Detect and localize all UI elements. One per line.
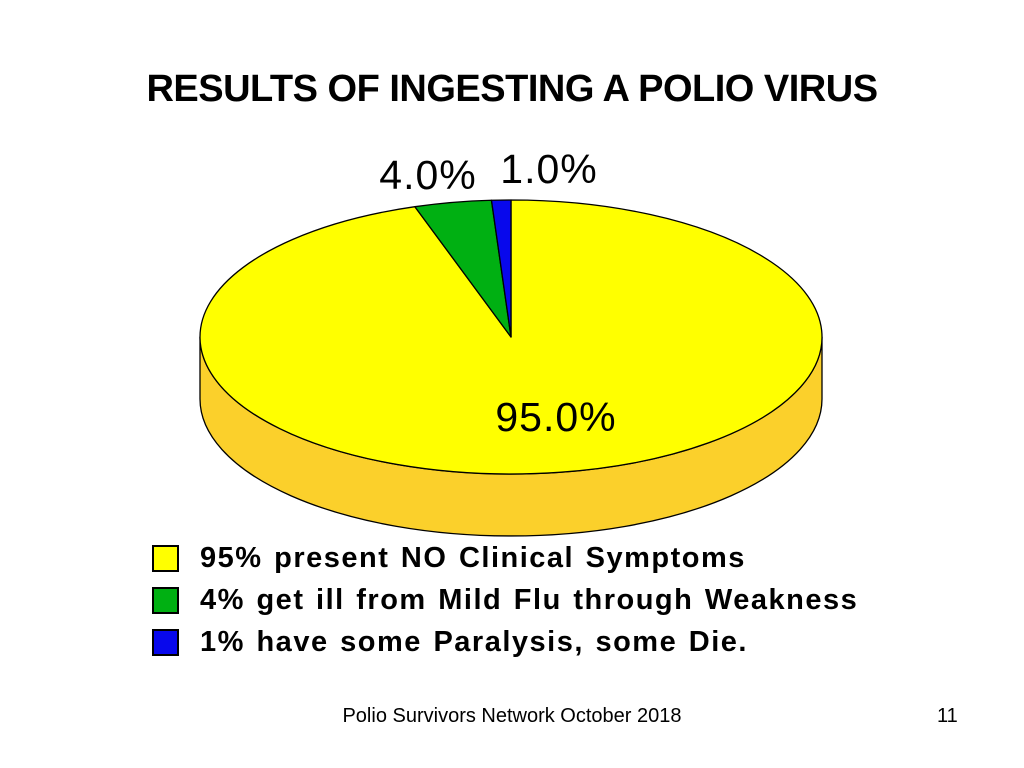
legend-swatch-green: [152, 587, 179, 614]
pie-chart: [199, 199, 823, 537]
legend-swatch-blue: [152, 629, 179, 656]
slide-title: RESULTS OF INGESTING A POLIO VIRUS: [146, 68, 878, 110]
page-number: 11: [937, 705, 958, 727]
legend: 95% present NO Clinical Symptoms 4% get …: [152, 542, 859, 671]
pie-slice-2: [490, 199, 512, 338]
legend-label: 1% have some Paralysis, some Die.: [200, 626, 748, 658]
pie-label-green-slice: 4.0%: [379, 152, 477, 198]
legend-item: 4% get ill from Mild Flu through Weaknes…: [152, 584, 859, 616]
pie-label-blue-slice: 1.0%: [500, 146, 598, 192]
legend-label: 4% get ill from Mild Flu through Weaknes…: [200, 584, 859, 616]
pie-label-yellow-slice: 95.0%: [495, 394, 617, 440]
legend-item: 95% present NO Clinical Symptoms: [152, 542, 858, 574]
legend-label: 95% present NO Clinical Symptoms: [200, 542, 746, 574]
footer-text: Polio Survivors Network October 2018: [342, 705, 682, 727]
legend-swatch-yellow: [152, 545, 179, 572]
legend-item: 1% have some Paralysis, some Die.: [152, 626, 858, 658]
